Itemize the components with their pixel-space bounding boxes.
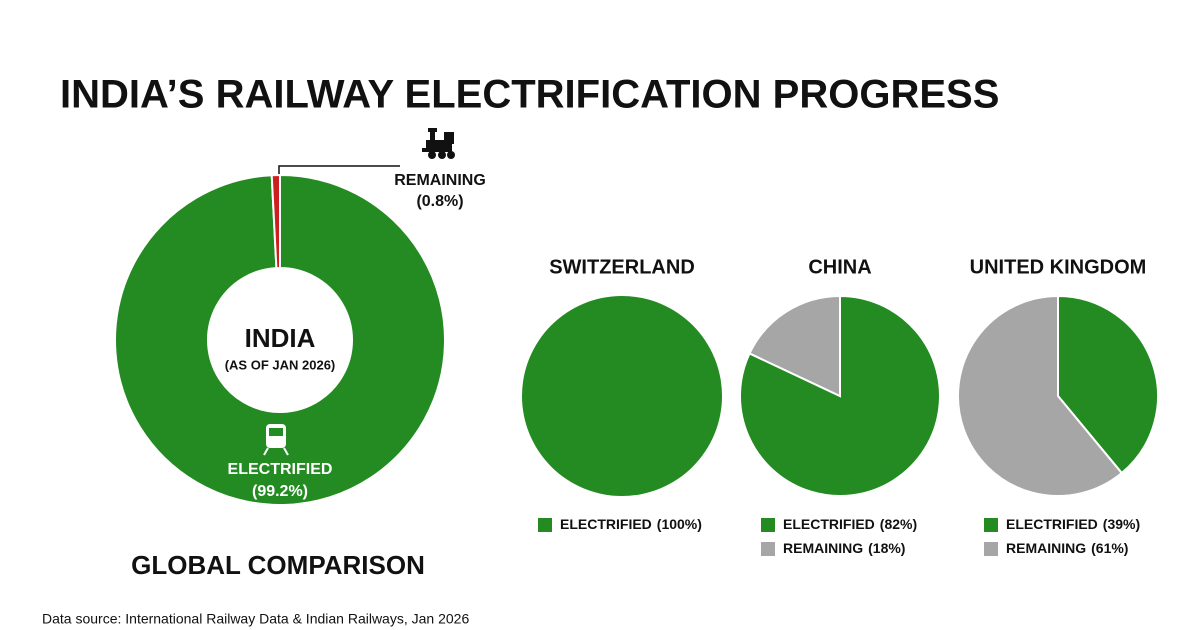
legend-value: (61%) bbox=[1091, 540, 1128, 556]
page-title: INDIA’S RAILWAY ELECTRIFICATION PROGRESS bbox=[60, 73, 999, 117]
pie-slice bbox=[957, 294, 1124, 497]
pie-title: SWITZERLAND bbox=[549, 256, 695, 278]
legend-value: (100%) bbox=[657, 516, 702, 532]
legend-value: (39%) bbox=[1103, 516, 1140, 532]
legend-label: REMAINING (61%) bbox=[1006, 540, 1128, 556]
legend-swatch bbox=[984, 518, 998, 532]
icon-part bbox=[263, 447, 269, 456]
legend-category: REMAINING bbox=[1006, 540, 1086, 556]
icon-part bbox=[283, 447, 289, 456]
footer: Data source: International Railway Data … bbox=[42, 611, 469, 627]
legend-label: REMAINING (18%) bbox=[783, 540, 905, 556]
segment-label: ELECTRIFIED bbox=[228, 461, 333, 478]
legend-category: ELECTRIFIED bbox=[1006, 516, 1098, 532]
pie-slice bbox=[522, 296, 722, 496]
icon-part bbox=[269, 428, 283, 436]
legend-swatch bbox=[761, 518, 775, 532]
center-subtitle: (AS OF JAN 2026) bbox=[225, 357, 336, 372]
legend-category: REMAINING bbox=[783, 540, 863, 556]
segment-value-label: (0.8%) bbox=[416, 193, 463, 210]
pie-title: CHINA bbox=[808, 256, 871, 278]
legend-value: (18%) bbox=[868, 540, 905, 556]
donut-segment bbox=[270, 173, 281, 270]
segment-label: REMAINING bbox=[394, 172, 486, 189]
pie-title: UNITED KINGDOM bbox=[970, 256, 1147, 278]
pie-slice bbox=[748, 294, 841, 398]
segment-value-label: (99.2%) bbox=[252, 483, 308, 500]
legend-swatch bbox=[538, 518, 552, 532]
section-title: GLOBAL COMPARISON bbox=[131, 550, 425, 580]
legend-label: ELECTRIFIED (82%) bbox=[783, 516, 917, 532]
legend-label: ELECTRIFIED (39%) bbox=[1006, 516, 1140, 532]
pie-slice bbox=[1057, 294, 1159, 475]
legend-swatch bbox=[761, 542, 775, 556]
electric-train-icon bbox=[263, 424, 289, 456]
legend-label: ELECTRIFIED (100%) bbox=[560, 516, 702, 532]
legend-swatch bbox=[984, 542, 998, 556]
legend-category: ELECTRIFIED bbox=[783, 516, 875, 532]
legend-value: (82%) bbox=[880, 516, 917, 532]
legend-category: ELECTRIFIED bbox=[560, 516, 652, 532]
donut-segment bbox=[114, 173, 446, 506]
center-title: INDIA bbox=[245, 323, 316, 353]
steam-train-icon bbox=[422, 128, 455, 159]
